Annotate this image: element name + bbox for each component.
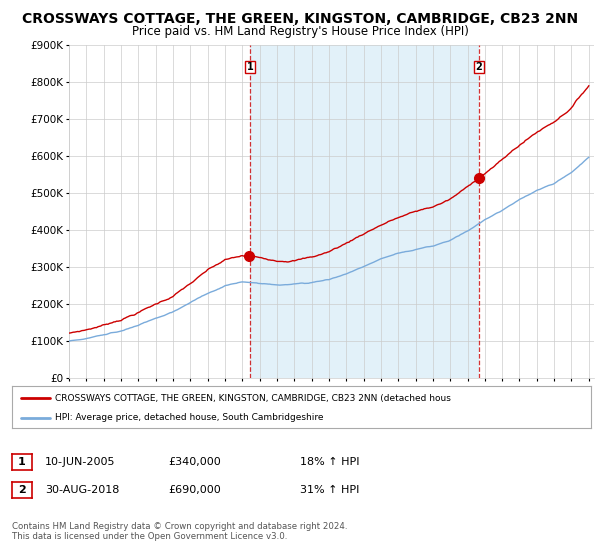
Text: 31% ↑ HPI: 31% ↑ HPI bbox=[300, 485, 359, 495]
Text: 10-JUN-2005: 10-JUN-2005 bbox=[45, 457, 115, 467]
Text: 18% ↑ HPI: 18% ↑ HPI bbox=[300, 457, 359, 467]
Text: 2: 2 bbox=[476, 62, 482, 72]
Text: Contains HM Land Registry data © Crown copyright and database right 2024.
This d: Contains HM Land Registry data © Crown c… bbox=[12, 522, 347, 542]
Text: CROSSWAYS COTTAGE, THE GREEN, KINGSTON, CAMBRIDGE, CB23 2NN (detached hous: CROSSWAYS COTTAGE, THE GREEN, KINGSTON, … bbox=[55, 394, 451, 403]
FancyBboxPatch shape bbox=[245, 60, 255, 73]
Text: 2: 2 bbox=[18, 485, 26, 495]
FancyBboxPatch shape bbox=[474, 60, 484, 73]
Text: 1: 1 bbox=[18, 457, 26, 467]
Text: 30-AUG-2018: 30-AUG-2018 bbox=[45, 485, 119, 495]
Text: CROSSWAYS COTTAGE, THE GREEN, KINGSTON, CAMBRIDGE, CB23 2NN: CROSSWAYS COTTAGE, THE GREEN, KINGSTON, … bbox=[22, 12, 578, 26]
Text: Price paid vs. HM Land Registry's House Price Index (HPI): Price paid vs. HM Land Registry's House … bbox=[131, 25, 469, 38]
Bar bbox=[250, 45, 479, 378]
Text: £340,000: £340,000 bbox=[168, 457, 221, 467]
Text: HPI: Average price, detached house, South Cambridgeshire: HPI: Average price, detached house, Sout… bbox=[55, 413, 324, 422]
Text: £690,000: £690,000 bbox=[168, 485, 221, 495]
Text: 1: 1 bbox=[247, 62, 253, 72]
